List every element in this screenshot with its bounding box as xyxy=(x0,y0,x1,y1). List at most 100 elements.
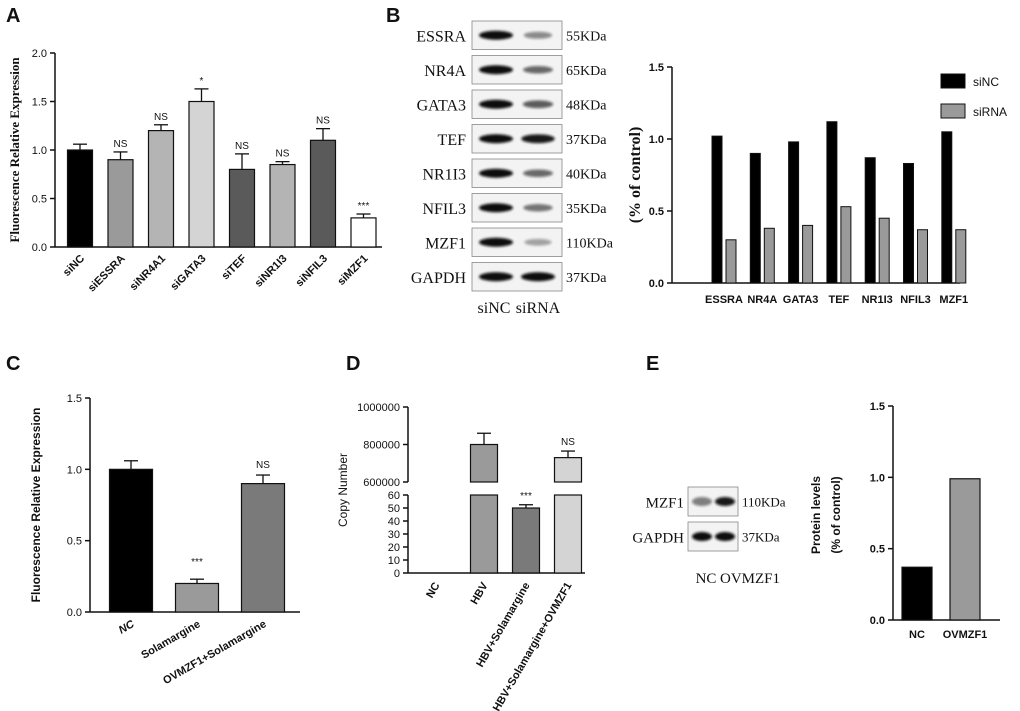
blot-e-band-ovmzf1 xyxy=(715,532,735,541)
panel-c-y-tick-label: 1.0 xyxy=(67,464,82,476)
panel-e-y-tick-label: 0.5 xyxy=(870,544,885,556)
panel-a-bar xyxy=(107,159,134,248)
blot-e-size-label: 110KDa xyxy=(742,495,786,510)
panel-a-y-tick-label: 1.0 xyxy=(32,145,47,157)
panel-a-significance: * xyxy=(200,76,204,87)
panel-a-x-tick-label: siMZF1 xyxy=(335,253,370,288)
panel-e-label: E xyxy=(646,353,659,375)
panel-d-y-tick-label: 0 xyxy=(394,568,400,580)
panel-d-bar xyxy=(511,507,541,574)
panel-a-bar xyxy=(309,139,337,248)
panel-a-x-tick-label: siTEF xyxy=(219,252,249,282)
blot-b-size-label: 40KDa xyxy=(566,167,607,182)
panel-a-significance: NS xyxy=(316,116,330,127)
panel-b-bar-sinc xyxy=(711,135,723,284)
panel-e-y-label-line2: (% of control) xyxy=(829,476,843,553)
panel-a-bar xyxy=(188,100,215,248)
blot-b-protein-label: GATA3 xyxy=(417,97,466,114)
panel-b-bar-sirna xyxy=(725,239,737,284)
panel-b-bar-sirna xyxy=(917,229,928,284)
panel-b-bar-sinc xyxy=(941,131,953,284)
panel-b-x-tick-label: NR4A xyxy=(747,294,777,306)
blot-b-band-sinc xyxy=(479,65,513,75)
blot-e-protein-label: MZF1 xyxy=(646,496,684,512)
panel-b-x-tick-label: TEF xyxy=(829,294,850,306)
blot-b-band-sinc xyxy=(479,134,513,144)
blot-b-size-label: 48KDa xyxy=(566,98,607,113)
blot-b-lane-label: siRNA xyxy=(516,300,561,317)
panel-d-x-tick-label: HBV+Solamargine+OVMZF1 xyxy=(491,581,575,711)
panel-c-x-tick-label: NC xyxy=(117,618,138,637)
panel-a-x-tick-label: siGATA3 xyxy=(168,253,208,293)
panel-e-chart: 0.0 0.5 1.0 1.5 Protein levels (% of control)… xyxy=(809,401,1000,641)
panel-b-bar-sirna xyxy=(802,224,814,284)
panel-b-chart: 0.0 0.5 1.0 1.5 (% of control) ESSRA NR4A GATA3… xyxy=(627,62,1007,306)
panel-a-y-label: Fluorescence Relative Expression xyxy=(7,57,22,243)
panel-a-y-tick-label: 2.0 xyxy=(32,48,47,60)
panel-d-x-tick-label: NC xyxy=(424,580,442,600)
panel-a-significance: NS xyxy=(114,139,128,150)
panel-c-bar xyxy=(174,582,220,613)
panel-b-bar-sinc xyxy=(749,152,761,284)
panel-d-label: D xyxy=(346,353,360,375)
panel-a-significance: NS xyxy=(154,112,168,123)
panel-a-bar xyxy=(350,217,377,248)
panel-a-label: A xyxy=(6,5,20,27)
panel-c-bar xyxy=(108,468,154,613)
blot-e-band-ovmzf1 xyxy=(715,497,735,506)
panel-a-y-tick-label: 0.5 xyxy=(32,194,47,206)
panel-b-x-tick-label: NR1I3 xyxy=(862,294,893,306)
panel-d-significance: *** xyxy=(520,491,532,502)
blot-b-band-sirna xyxy=(523,204,553,212)
blot-b-size-label: 55KDa xyxy=(566,29,607,44)
panel-a-y-tick-label: 0.0 xyxy=(32,242,47,254)
blot-e-band-nc xyxy=(692,497,712,506)
panel-a-x-tick-label: siNC xyxy=(61,253,87,279)
blot-b-protein-label: MZF1 xyxy=(425,235,466,252)
panel-e-y-tick-label: 1.0 xyxy=(870,472,885,484)
blot-b-protein-label: ESSRA xyxy=(416,28,466,45)
panel-b-x-tick-label: ESSRA xyxy=(705,294,743,306)
panel-e-western-blot: MZF1 110KDa GAPDH 37KDa NC OVMZF1 xyxy=(632,486,786,587)
panel-a-x-tick-label: siNR4A1 xyxy=(128,253,168,293)
panel-b-y-tick-label: 1.0 xyxy=(649,134,664,146)
blot-b-band-sirna xyxy=(523,65,553,74)
panel-b-x-tick-label: NFIL3 xyxy=(900,294,931,306)
blot-b-band-sirna xyxy=(521,272,555,282)
panel-b-y-tick-label: 0.0 xyxy=(649,278,664,290)
blot-b-size-label: 37KDa xyxy=(566,271,607,286)
panel-b-bar-sirna xyxy=(763,227,775,284)
panel-b-bar-sirna xyxy=(878,217,890,284)
panel-d-y-tick-label: 60 xyxy=(388,490,400,502)
blot-b-band-sinc xyxy=(479,30,513,40)
panel-b-x-tick-label: MZF1 xyxy=(939,294,968,306)
blot-b-size-label: 35KDa xyxy=(566,202,607,217)
blot-b-size-label: 65KDa xyxy=(566,64,607,79)
panel-d-y-tick-label: 50 xyxy=(388,503,400,515)
blot-b-band-sirna xyxy=(521,134,555,144)
panel-d-x-tick-label: HBV xyxy=(469,580,491,607)
blot-b-protein-label: NR4A xyxy=(424,63,466,80)
panel-d-y-tick-label: 20 xyxy=(388,542,400,554)
panel-a-x-tick-label: siNFIL3 xyxy=(294,253,331,290)
panel-b-western-blot: ESSRA 55KDa NR4A 65KDa GATA3 48KDa TEF 37KDa NR1… xyxy=(411,20,614,317)
panel-b-y-label: (% of control) xyxy=(627,127,644,224)
blot-b-protein-label: NFIL3 xyxy=(422,201,466,218)
blot-b-band-sinc xyxy=(479,203,513,213)
panel-e-bar xyxy=(949,478,981,621)
panel-b-label: B xyxy=(386,5,400,27)
panel-d-y-tick-label: 800000 xyxy=(363,440,400,452)
panel-c-label: C xyxy=(6,353,20,375)
panel-a-bar xyxy=(269,163,296,248)
blot-b-protein-label: GAPDH xyxy=(411,270,467,287)
panel-a-bar xyxy=(228,168,256,248)
panel-d-bar-upper xyxy=(553,457,583,483)
blot-b-lane-label: siNC xyxy=(478,300,511,317)
panel-a-significance: NS xyxy=(276,149,290,160)
panel-d-bar-upper xyxy=(469,443,499,483)
panel-c-x-tick-label: Solamargine xyxy=(139,618,202,661)
blot-e-size-label: 37KDa xyxy=(742,530,780,545)
panel-e-x-tick-label: OVMZF1 xyxy=(943,629,988,641)
panel-b-x-tick-label: GATA3 xyxy=(783,294,819,306)
